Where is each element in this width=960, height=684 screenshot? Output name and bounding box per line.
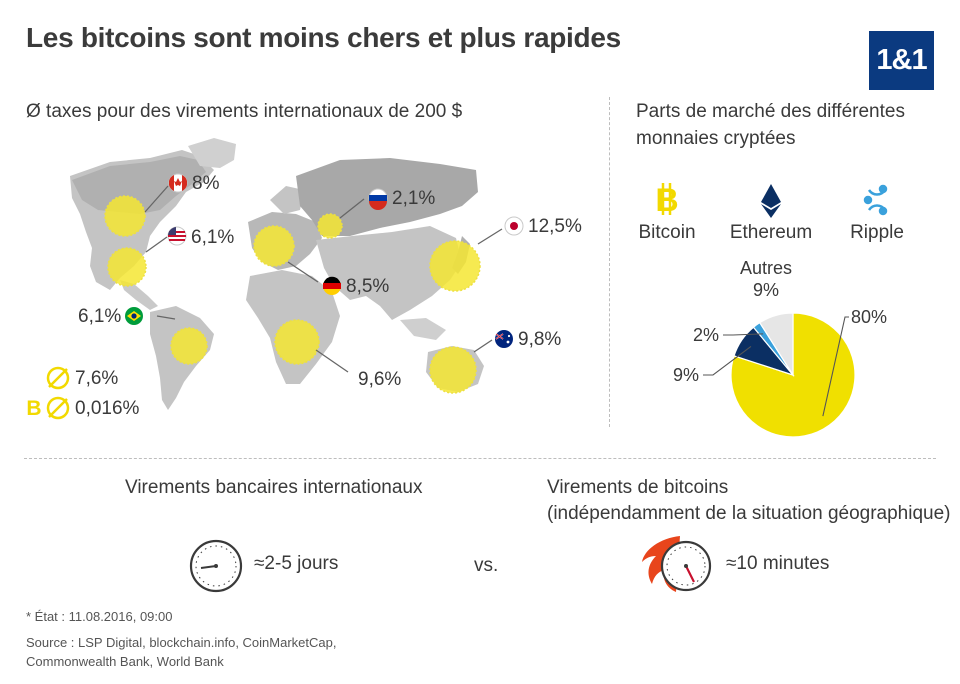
pie-leader-ethereum: [703, 345, 752, 376]
market-title-line2: monnaies cryptées: [636, 128, 796, 149]
world-map: B: [26, 138, 524, 420]
canada-flag-icon: [168, 173, 188, 193]
source-line2: Commonwealth Bank, World Bank: [26, 654, 224, 669]
bitcoin-label: Bitcoin: [638, 222, 696, 243]
russia-fee: 2,1%: [392, 188, 436, 209]
no-bitcoin-avg-icon: [46, 366, 70, 390]
canada-bubble: [104, 195, 146, 237]
horizontal-divider: [24, 458, 936, 459]
southeast-asia-shape: [400, 318, 446, 340]
asia-shape: [316, 226, 462, 320]
pie-label-ripple: 2%: [693, 325, 719, 345]
pie-label-autres-name: Autres: [740, 258, 792, 278]
bitcoin-icon: B: [655, 182, 678, 218]
brazil-bubble: [170, 327, 208, 365]
brazil-fee: 6,1%: [78, 306, 122, 327]
svg-text:B: B: [655, 182, 678, 218]
russia-bubble: [317, 213, 343, 239]
market-share-pie: 80%9%2%9%Autres: [673, 258, 887, 438]
pie-label-ethereum: 9%: [673, 365, 699, 385]
bank-transfer-title: Virements bancaires internationaux: [125, 477, 423, 498]
source-line1: Source : LSP Digital, blockchain.info, C…: [26, 635, 337, 650]
bitcoin-transfer-title-line2: (indépendamment de la situation géograph…: [547, 503, 951, 524]
russia-flag-icon: [368, 188, 388, 210]
fast-speedometer-icon: [642, 536, 712, 592]
brand-logo: 1&1: [869, 31, 934, 90]
canada-fee: 8%: [192, 173, 220, 194]
versus-label: vs.: [474, 555, 499, 576]
japan-bubble: [429, 240, 481, 292]
usa-fee: 6,1%: [191, 227, 235, 248]
australia-bubble: [429, 346, 477, 394]
coin-icons: B: [655, 182, 888, 218]
usa-flag-icon: [167, 226, 187, 246]
bank-transfer-time: ≈2-5 jours: [254, 553, 339, 574]
scandinavia-shape: [270, 186, 304, 214]
ethereum-icon: [761, 184, 781, 218]
ethereum-label: Ethereum: [729, 222, 813, 243]
japan-fee: 12,5%: [528, 216, 582, 237]
canada-shape: [72, 156, 206, 214]
state-note: * État : 11.08.2016, 09:00: [26, 609, 173, 624]
brazil-flag-icon: [125, 307, 143, 325]
africa-fee: 9,6%: [358, 369, 402, 390]
pie-slice-autres: [758, 312, 794, 378]
africa-bubble: [274, 319, 320, 365]
ripple-icon: [863, 184, 888, 216]
bitcoin-fee: 0,016%: [75, 398, 140, 419]
map-section-title: Ø taxes pour des virements internationau…: [26, 101, 463, 122]
vertical-divider: [609, 97, 610, 427]
market-title-line1: Parts de marché des différentes: [636, 101, 905, 122]
pie-label-bitcoin: 80%: [851, 307, 887, 327]
pie-label-autres: 9%: [753, 280, 779, 300]
bitcoin-fee-icon: [46, 396, 70, 420]
germany-fee: 8,5%: [346, 276, 390, 297]
pie-leader-ripple: [723, 333, 764, 336]
bitcoin-transfer-title-line1: Virements de bitcoins: [547, 477, 729, 498]
svg-text:B: B: [26, 397, 41, 420]
ripple-label: Ripple: [850, 222, 904, 243]
central-america-shape: [120, 280, 158, 310]
bitcoin-small-icon: B: [26, 397, 41, 420]
germany-bubble: [253, 225, 295, 267]
bitcoin-transfer-time: ≈10 minutes: [726, 553, 830, 574]
pie-leader-bitcoin: [822, 316, 849, 417]
slow-speedometer-icon: [189, 539, 243, 593]
australia-fee: 9,8%: [518, 329, 562, 350]
usa-bubble: [107, 247, 147, 287]
average-fee: 7,6%: [75, 368, 119, 389]
greenland-shape: [188, 138, 236, 168]
page-title: Les bitcoins sont moins chers et plus ra…: [26, 22, 621, 53]
japan-flag-icon: [504, 216, 524, 236]
australia-flag-icon: [495, 330, 513, 348]
germany-flag-icon: [323, 276, 341, 295]
